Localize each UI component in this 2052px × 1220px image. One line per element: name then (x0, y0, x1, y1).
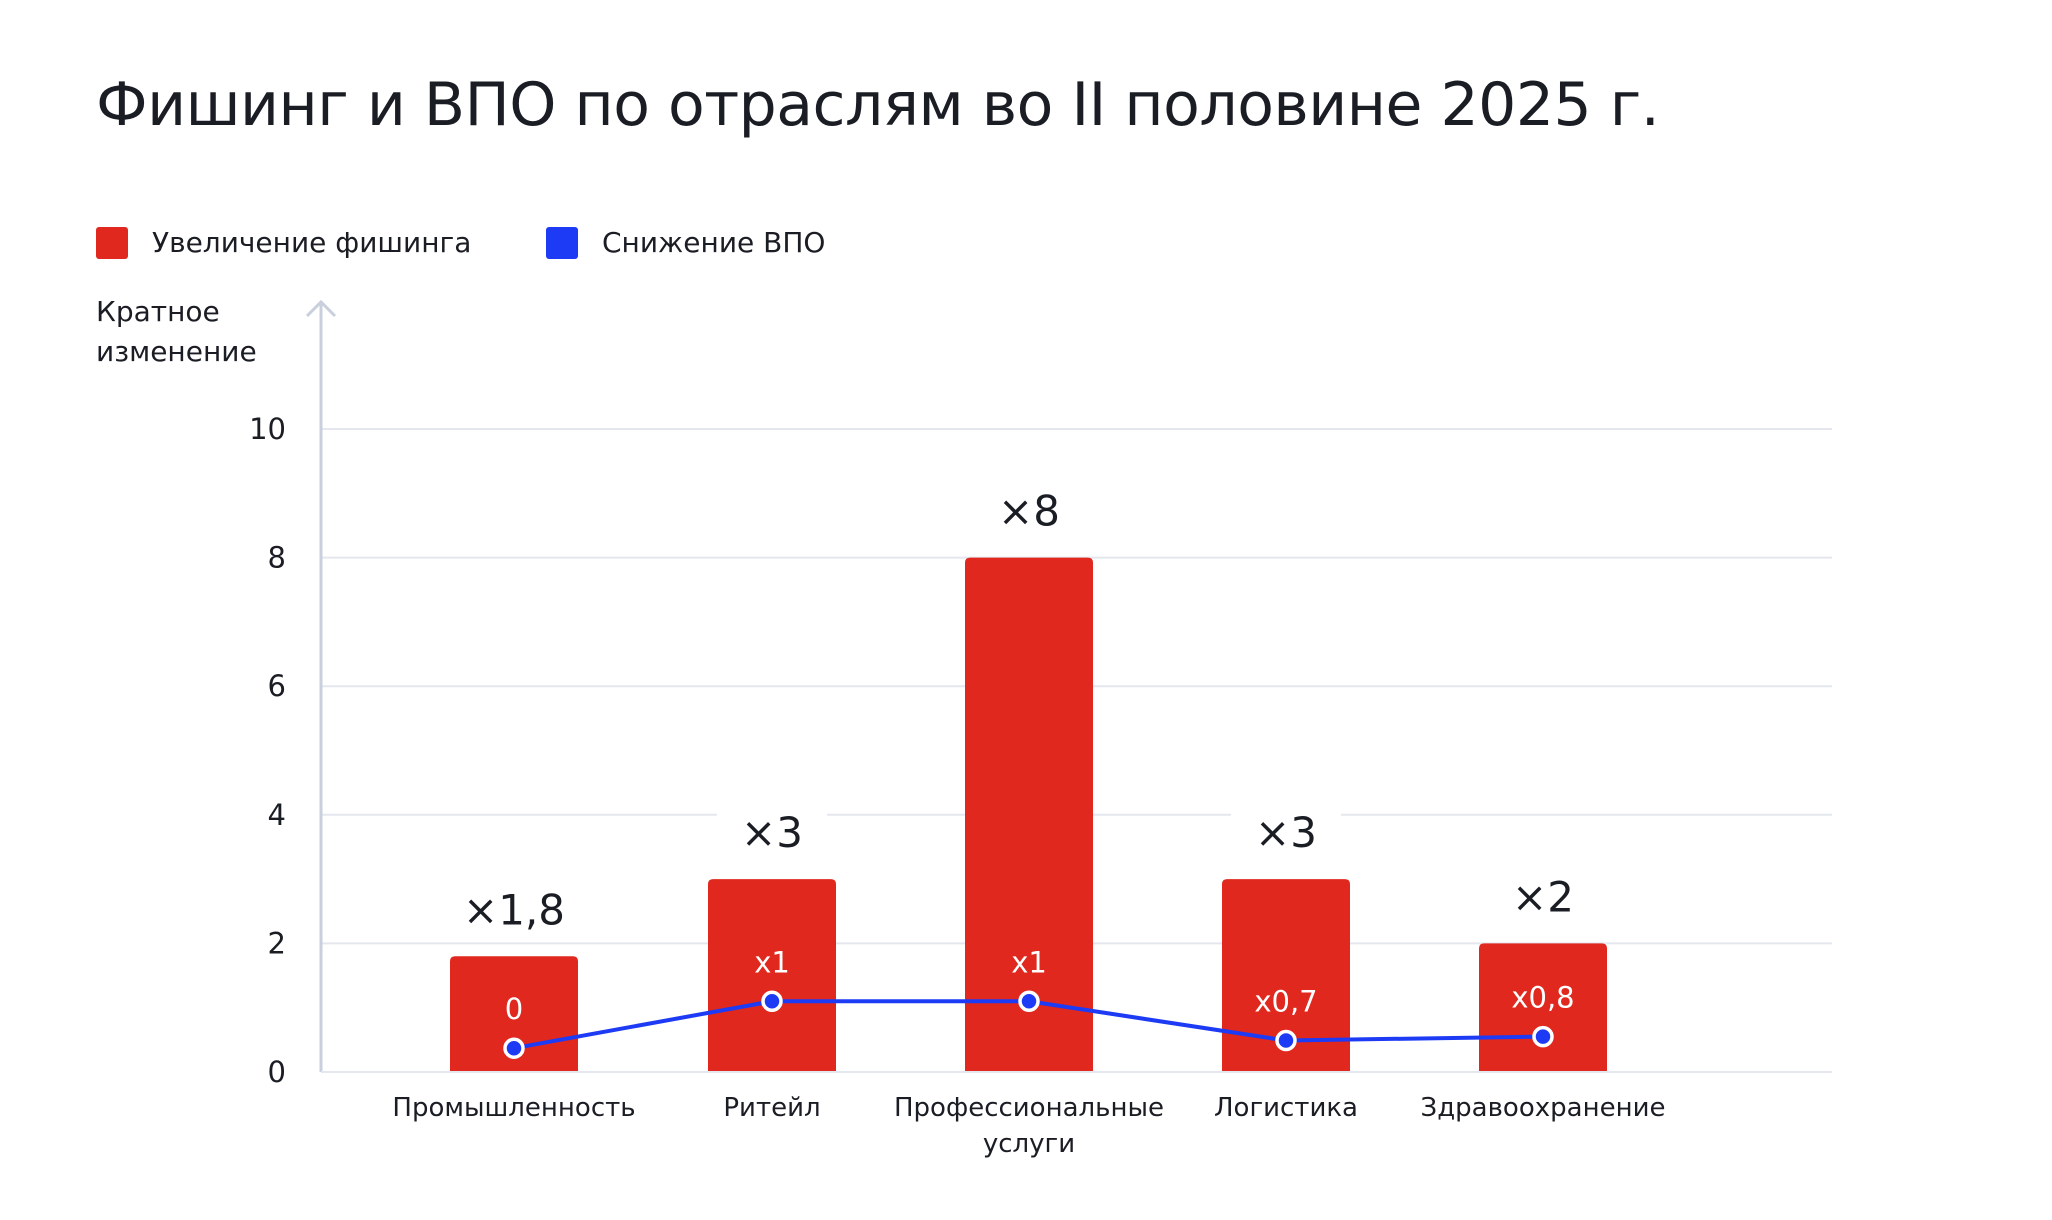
y-axis-label: Кратное изменение (96, 295, 257, 368)
x-category-label: Профессиональные услуги (894, 1093, 1164, 1159)
x-category-label: Промышленность (392, 1093, 635, 1123)
y-tick-label: 0 (268, 1055, 286, 1089)
x-category-label: Логистика (1214, 1093, 1358, 1123)
bar-label-background (1231, 807, 1341, 860)
y-tick-label: 8 (268, 541, 286, 575)
bar-label-background (1488, 871, 1598, 924)
bar (1479, 943, 1607, 1072)
line-point (1532, 1025, 1554, 1048)
bar-value-label: ×3 (1255, 808, 1317, 857)
legend-label: Снижение ВПО (602, 226, 826, 259)
bar-value-label: ×2 (1512, 872, 1574, 921)
bar-value-label: ×8 (998, 487, 1060, 536)
x-category-label: Ритейл (723, 1093, 820, 1123)
line-value-label: x1 (1011, 945, 1047, 979)
legend-swatch-red (96, 226, 128, 259)
line-value-label: x0,8 (1511, 981, 1574, 1015)
line-point (1275, 1029, 1297, 1052)
line-value-label: x1 (754, 945, 790, 979)
bar (965, 557, 1093, 1072)
x-category-label: Здравоохранение (1421, 1093, 1666, 1123)
line-point (1018, 990, 1040, 1013)
legend-item-phishing: Увеличение фишинга (96, 226, 471, 259)
y-tick-label: 10 (249, 412, 286, 446)
legend-label: Увеличение фишинга (152, 226, 472, 259)
bar-value-label: ×3 (741, 808, 803, 857)
legend-swatch-blue (546, 226, 578, 259)
y-tick-label: 4 (268, 798, 286, 832)
legend-item-malware: Снижение ВПО (546, 226, 825, 259)
bar (1222, 879, 1350, 1072)
y-axis-arrow-icon (305, 299, 337, 318)
line-value-label: x0,7 (1254, 984, 1317, 1018)
y-tick-label: 6 (268, 669, 286, 703)
line-point (503, 1037, 525, 1059)
chart-title: Фишинг и ВПО по отраслям во II половине … (96, 70, 1660, 140)
y-tick-label: 2 (268, 926, 286, 960)
bar-value-label: ×1,8 (463, 885, 565, 934)
bar-label-background (717, 807, 827, 860)
bar-label-background (459, 884, 569, 937)
bar-label-background (974, 485, 1084, 538)
line-point (761, 990, 783, 1013)
bar (708, 879, 836, 1072)
line-value-label: 0 (505, 992, 523, 1026)
